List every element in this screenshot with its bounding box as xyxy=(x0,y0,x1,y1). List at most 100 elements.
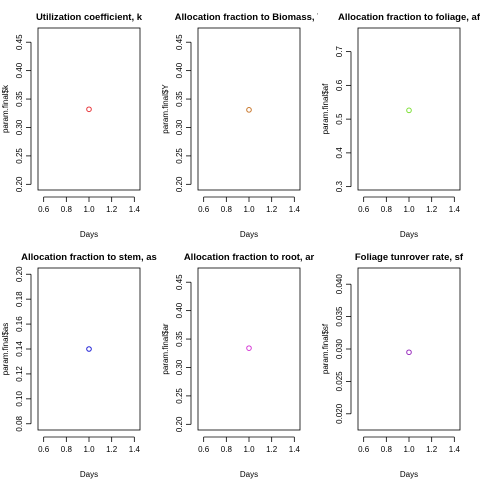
x-tick-label: 1.4 xyxy=(449,445,461,454)
x-tick-label: 0.8 xyxy=(221,445,233,454)
x-axis-label: Days xyxy=(80,470,98,479)
y-tick-label: 0.30 xyxy=(15,119,24,135)
x-tick-label: 1.2 xyxy=(106,445,118,454)
x-tick-label: 1.4 xyxy=(129,205,141,214)
plot-frame xyxy=(37,27,141,191)
y-tick-label: 0.25 xyxy=(15,148,24,164)
data-point xyxy=(246,345,252,351)
x-tick-label: 1.0 xyxy=(83,205,95,214)
y-tick-label: 0.20 xyxy=(15,266,24,282)
chart-panel-2: Allocation fraction to Biomass, Y 0.6 0.8 1… xyxy=(161,12,324,239)
y-tick-label: 0.20 xyxy=(175,176,184,192)
y-axis-label: param.final$as xyxy=(1,323,10,375)
y-tick-label: 0.7 xyxy=(335,46,344,58)
y-tick-label: 0.12 xyxy=(15,366,24,382)
y-tick-label: 0.30 xyxy=(175,359,184,375)
x-tick-label: 0.8 xyxy=(61,445,73,454)
x-axis-label: Days xyxy=(240,230,258,239)
chart-panel-3: Allocation fraction to foliage, af 0.6 0.8… xyxy=(321,12,480,239)
x-tick-label: 1.0 xyxy=(83,445,95,454)
x-tick-label: 1.0 xyxy=(403,205,415,214)
y-tick-label: 0.020 xyxy=(335,403,344,424)
y-tick-label: 0.5 xyxy=(335,113,344,125)
y-axis-label: param.final$Y xyxy=(161,84,170,134)
y-axis-label: param.final$af xyxy=(321,83,330,134)
y-axis-label: param.final$ar xyxy=(161,323,170,374)
x-tick-label: 1.2 xyxy=(266,205,278,214)
y-tick-label: 0.18 xyxy=(15,291,24,307)
chart-title: Allocation fraction to foliage, af xyxy=(338,12,480,23)
x-tick-label: 1.0 xyxy=(243,205,255,214)
x-axis-label: Days xyxy=(80,230,98,239)
plot-frame xyxy=(357,27,461,191)
y-tick-label: 0.16 xyxy=(15,316,24,332)
x-tick-label: 0.6 xyxy=(198,205,210,214)
y-tick-label: 0.30 xyxy=(175,119,184,135)
y-axis: 0.20 0.25 0.30 0.35 0.40 0.45 param.final$k xyxy=(1,34,32,192)
x-tick-label: 0.6 xyxy=(198,445,210,454)
y-tick-label: 0.3 xyxy=(335,181,344,193)
y-tick-label: 0.40 xyxy=(175,62,184,78)
data-point xyxy=(406,349,412,356)
y-tick-label: 0.35 xyxy=(175,91,184,107)
y-tick-label: 0.10 xyxy=(15,391,24,407)
chart-panel-5: Allocation fraction to root, ar 0.6 0.8 1.0… xyxy=(161,252,314,479)
data-point xyxy=(86,106,92,113)
y-tick-label: 0.025 xyxy=(335,371,344,392)
y-axis: 0.20 0.25 0.30 0.35 0.40 0.45 param.final$Y xyxy=(161,34,192,192)
data-point xyxy=(86,346,92,352)
x-tick-label: 1.4 xyxy=(289,445,301,454)
plot-frame xyxy=(357,267,461,431)
x-axis: 0.6 0.8 1.0 1.2 1.4 Days xyxy=(198,436,301,479)
y-tick-label: 0.035 xyxy=(335,306,344,327)
x-tick-label: 0.8 xyxy=(381,445,393,454)
y-tick-label: 0.25 xyxy=(175,388,184,404)
chart-panel-4: Allocation fraction to stem, as 0.6 0.8 1.0… xyxy=(1,252,157,479)
plot-frame xyxy=(197,267,301,431)
y-axis: 0.20 0.25 0.30 0.35 0.40 0.45 param.final$ar xyxy=(161,274,192,432)
y-tick-label: 0.040 xyxy=(335,274,344,295)
y-tick-label: 0.35 xyxy=(15,91,24,107)
y-tick-label: 0.40 xyxy=(15,62,24,78)
x-axis: 0.6 0.8 1.0 1.2 1.4 Days xyxy=(198,196,301,239)
x-tick-label: 0.6 xyxy=(358,445,370,454)
chart-title: Allocation fraction to root, ar xyxy=(184,252,315,263)
data-point xyxy=(246,107,252,113)
x-tick-label: 0.6 xyxy=(358,205,370,214)
y-tick-label: 0.40 xyxy=(175,302,184,318)
chart-panel-1: Utilization coefficient, k 0.6 0.8 1.0 1.2 1.… xyxy=(1,12,143,239)
y-axis: 0.08 0.10 0.12 0.14 0.16 0.18 0.20 param.final$… xyxy=(1,266,32,432)
x-tick-label: 1.0 xyxy=(243,445,255,454)
x-tick-label: 1.4 xyxy=(449,205,461,214)
y-tick-label: 0.20 xyxy=(15,176,24,192)
x-tick-label: 1.4 xyxy=(129,445,141,454)
plot-frame xyxy=(197,27,301,191)
x-tick-label: 1.2 xyxy=(426,445,438,454)
x-tick-label: 1.2 xyxy=(106,205,118,214)
chart-panel-6: Foliage tunrover rate, sf 0.6 0.8 1.0 1.2 1.4… xyxy=(321,252,464,479)
y-tick-label: 0.25 xyxy=(175,148,184,164)
y-tick-label: 0.6 xyxy=(335,79,344,91)
x-axis: 0.6 0.8 1.0 1.2 1.4 Days xyxy=(38,436,141,479)
y-tick-label: 0.45 xyxy=(15,34,24,50)
x-axis-label: Days xyxy=(400,230,418,239)
y-tick-label: 0.14 xyxy=(15,341,24,357)
y-tick-label: 0.030 xyxy=(335,338,344,359)
x-tick-label: 0.8 xyxy=(381,205,393,214)
x-tick-label: 1.4 xyxy=(289,205,301,214)
x-axis: 0.6 0.8 1.0 1.2 1.4 Days xyxy=(358,436,461,479)
y-tick-label: 0.35 xyxy=(175,331,184,347)
x-axis: 0.6 0.8 1.0 1.2 1.4 Days xyxy=(358,196,461,239)
y-axis: 0.3 0.4 0.5 0.6 0.7 param.final$af xyxy=(321,46,352,193)
y-tick-label: 0.4 xyxy=(335,147,344,159)
chart-title: Allocation fraction to stem, as xyxy=(21,252,157,263)
y-tick-label: 0.20 xyxy=(175,416,184,432)
y-tick-label: 0.08 xyxy=(15,415,24,431)
x-axis-label: Days xyxy=(240,470,258,479)
data-point xyxy=(406,107,412,114)
x-tick-label: 1.0 xyxy=(403,445,415,454)
x-axis: 0.6 0.8 1.0 1.2 1.4 Days xyxy=(38,196,141,239)
chart-title: Allocation fraction to Biomass, Y xyxy=(175,12,324,23)
plot-frame xyxy=(37,267,141,431)
